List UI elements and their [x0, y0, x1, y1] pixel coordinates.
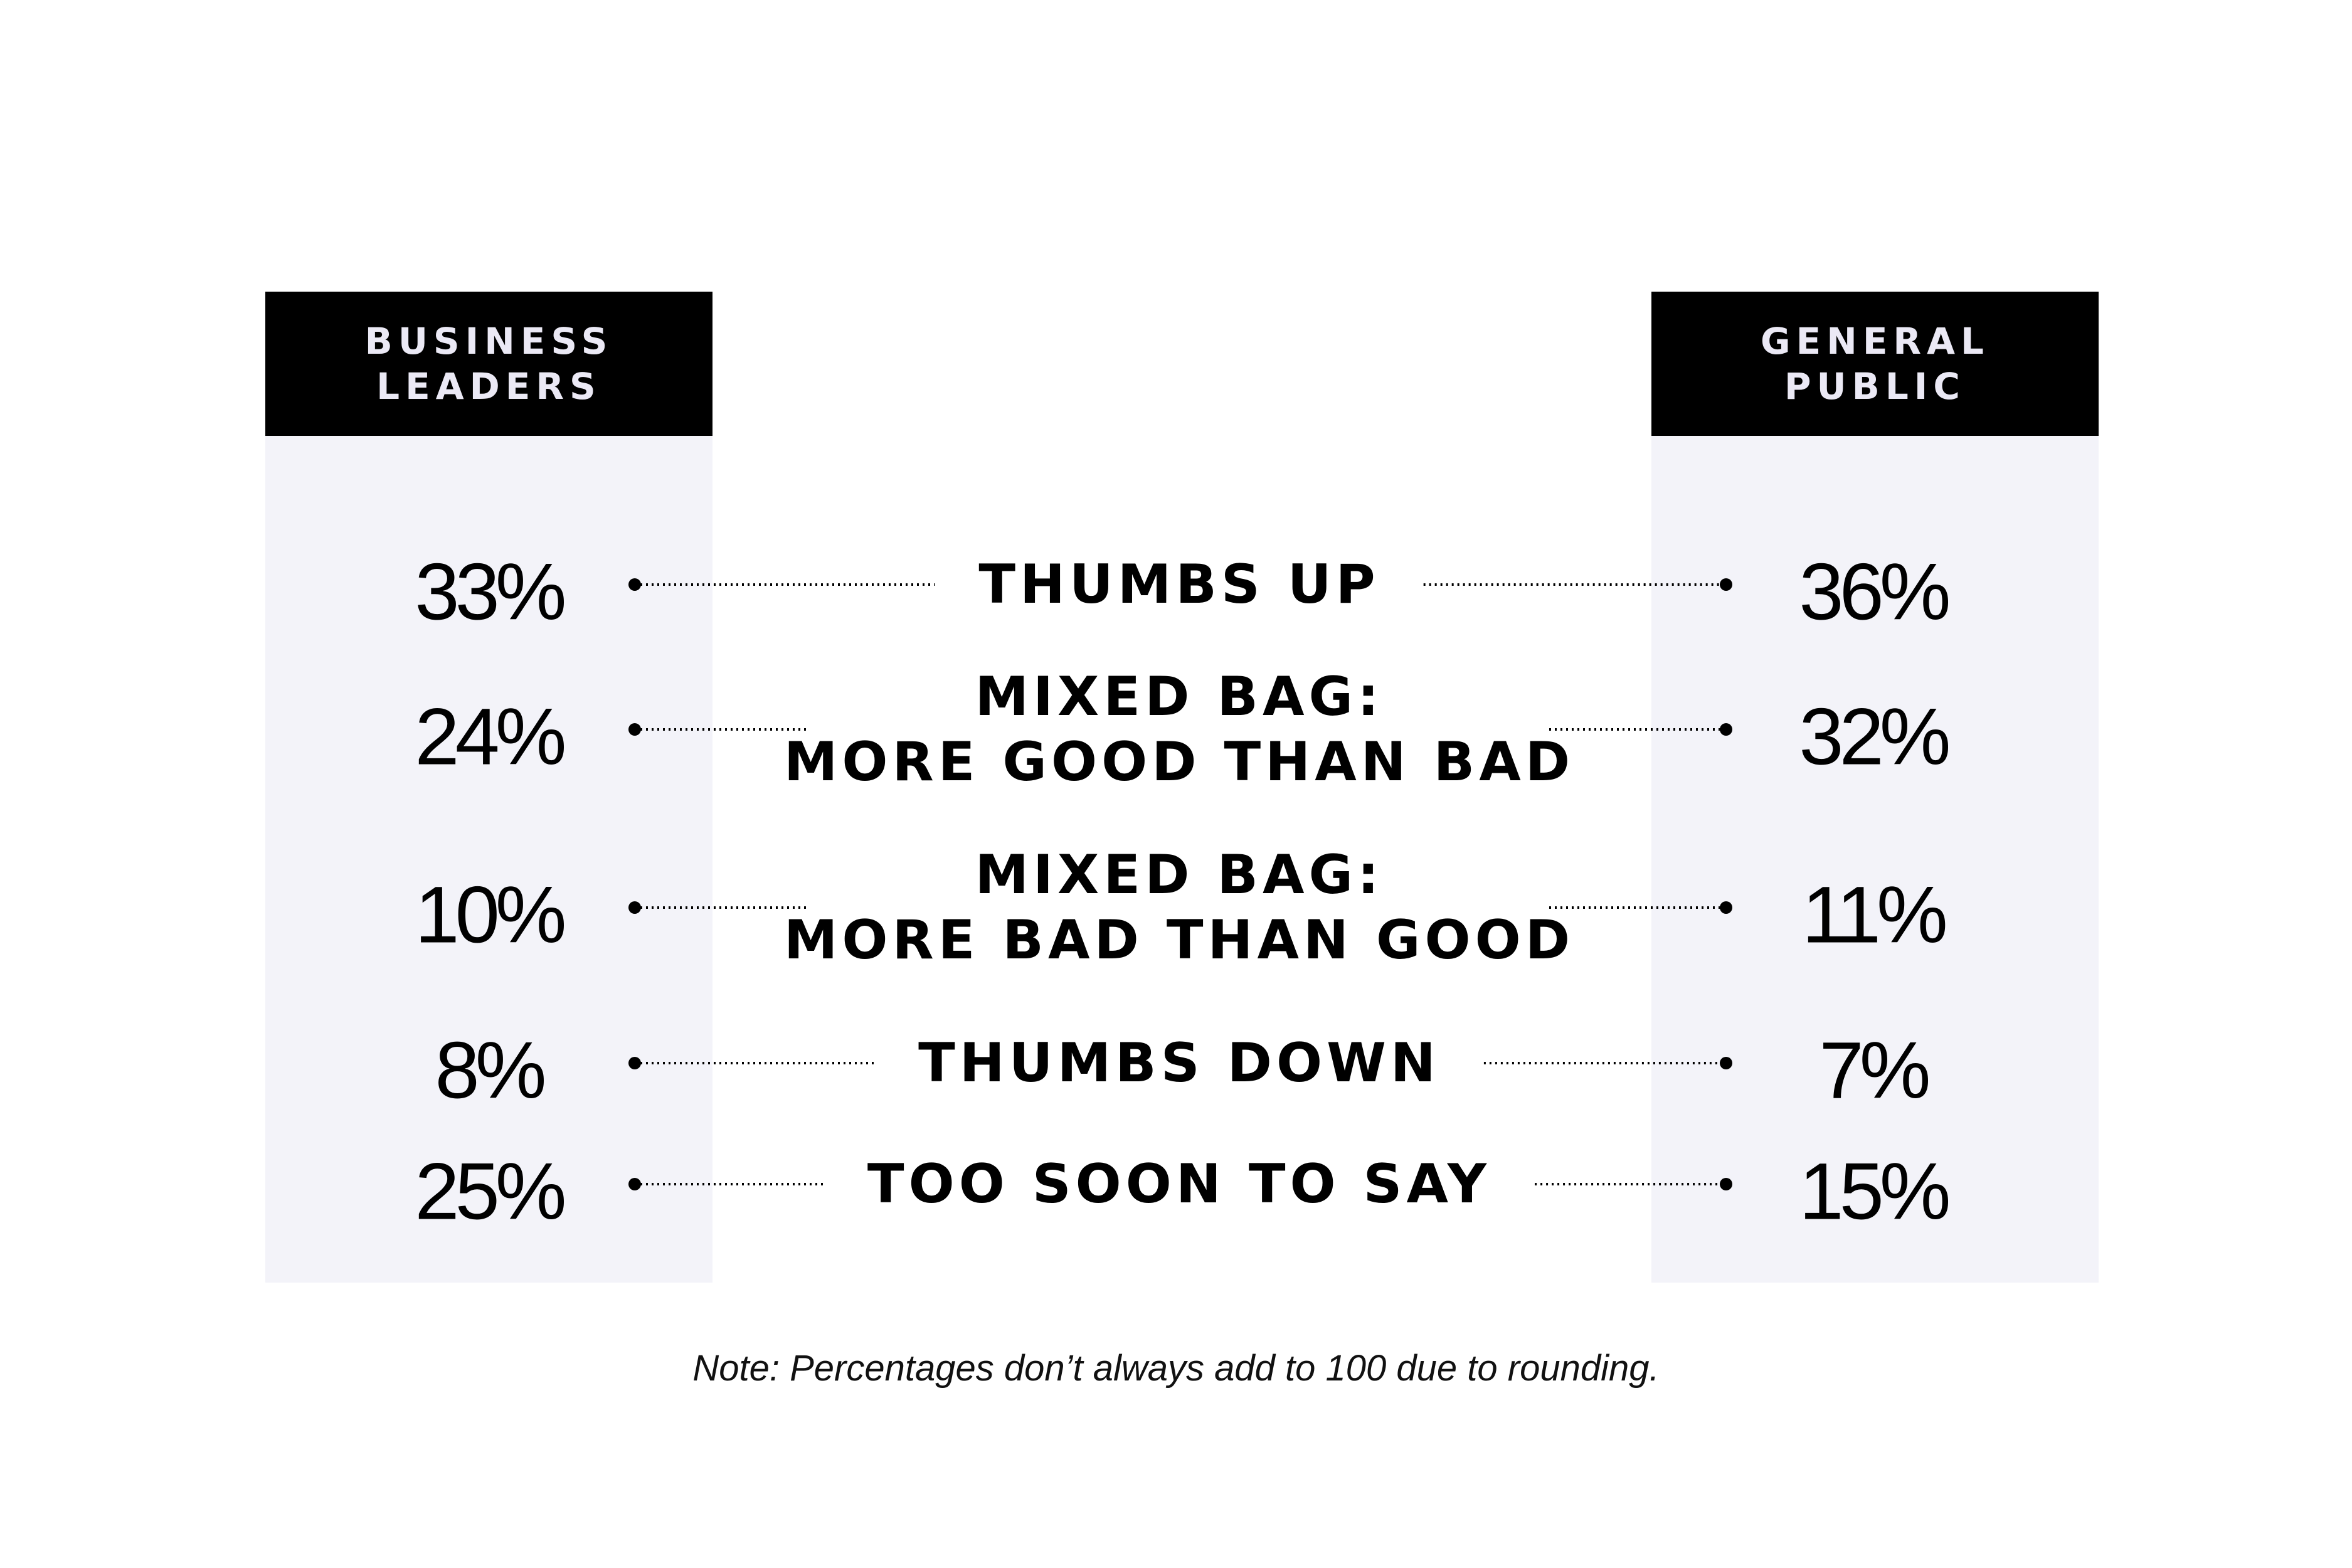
general-public-header-line-1: GENERAL	[1761, 320, 1989, 363]
business-leaders-header: BUSINESS LEADERS	[265, 292, 712, 436]
row-1-left-dot	[628, 578, 641, 591]
footnote: Note: Percentages don’t always add to 10…	[692, 1348, 1660, 1389]
business-leaders-column-panel: BUSINESS LEADERS	[265, 292, 712, 1283]
row-2-left-dot	[628, 723, 641, 736]
row-2-right-dot	[1720, 723, 1732, 736]
row-2-category-label-line-2: MORE GOOD THAN BAD	[784, 731, 1574, 793]
row-2-category-label-line-1: MIXED BAG:	[975, 665, 1383, 728]
row-5-business-leaders-value: 25%	[415, 1147, 564, 1237]
row-4-right-dot	[1720, 1057, 1732, 1069]
row-2-general-public-value: 32%	[1799, 692, 1948, 782]
row-5-general-public-value: 15%	[1799, 1147, 1948, 1237]
row-3-business-leaders-value: 10%	[415, 871, 564, 960]
business-leaders-header-line-1: BUSINESS	[364, 320, 613, 363]
row-3-right-dot	[1720, 901, 1732, 914]
row-5-category-label-line-1: TOO SOON TO SAY	[867, 1153, 1491, 1216]
row-5-right-dot	[1720, 1178, 1732, 1190]
row-1-right-dot	[1720, 578, 1732, 591]
row-1-category-label-line-1: THUMBS UP	[978, 553, 1379, 616]
row-4-category-label-line-1: THUMBS DOWN	[918, 1032, 1440, 1094]
row-3-left-dot	[628, 901, 641, 914]
row-4-general-public-value: 7%	[1820, 1026, 1929, 1116]
row-4-business-leaders-value: 8%	[435, 1026, 544, 1116]
row-1-business-leaders-value: 33%	[415, 548, 564, 637]
general-public-header: GENERAL PUBLIC	[1651, 292, 2099, 436]
general-public-column-panel: GENERAL PUBLIC	[1651, 292, 2099, 1283]
row-3-general-public-value: 11%	[1802, 871, 1946, 960]
row-3-category-label-line-1: MIXED BAG:	[975, 844, 1383, 906]
row-2-business-leaders-value: 24%	[415, 692, 564, 782]
business-leaders-header-line-2: LEADERS	[376, 365, 601, 408]
row-1-general-public-value: 36%	[1799, 548, 1948, 637]
general-public-header-line-2: PUBLIC	[1784, 365, 1966, 408]
row-3-category-label-line-2: MORE BAD THAN GOOD	[784, 909, 1574, 972]
row-4-left-dot	[628, 1057, 641, 1069]
row-5-left-dot	[628, 1178, 641, 1190]
